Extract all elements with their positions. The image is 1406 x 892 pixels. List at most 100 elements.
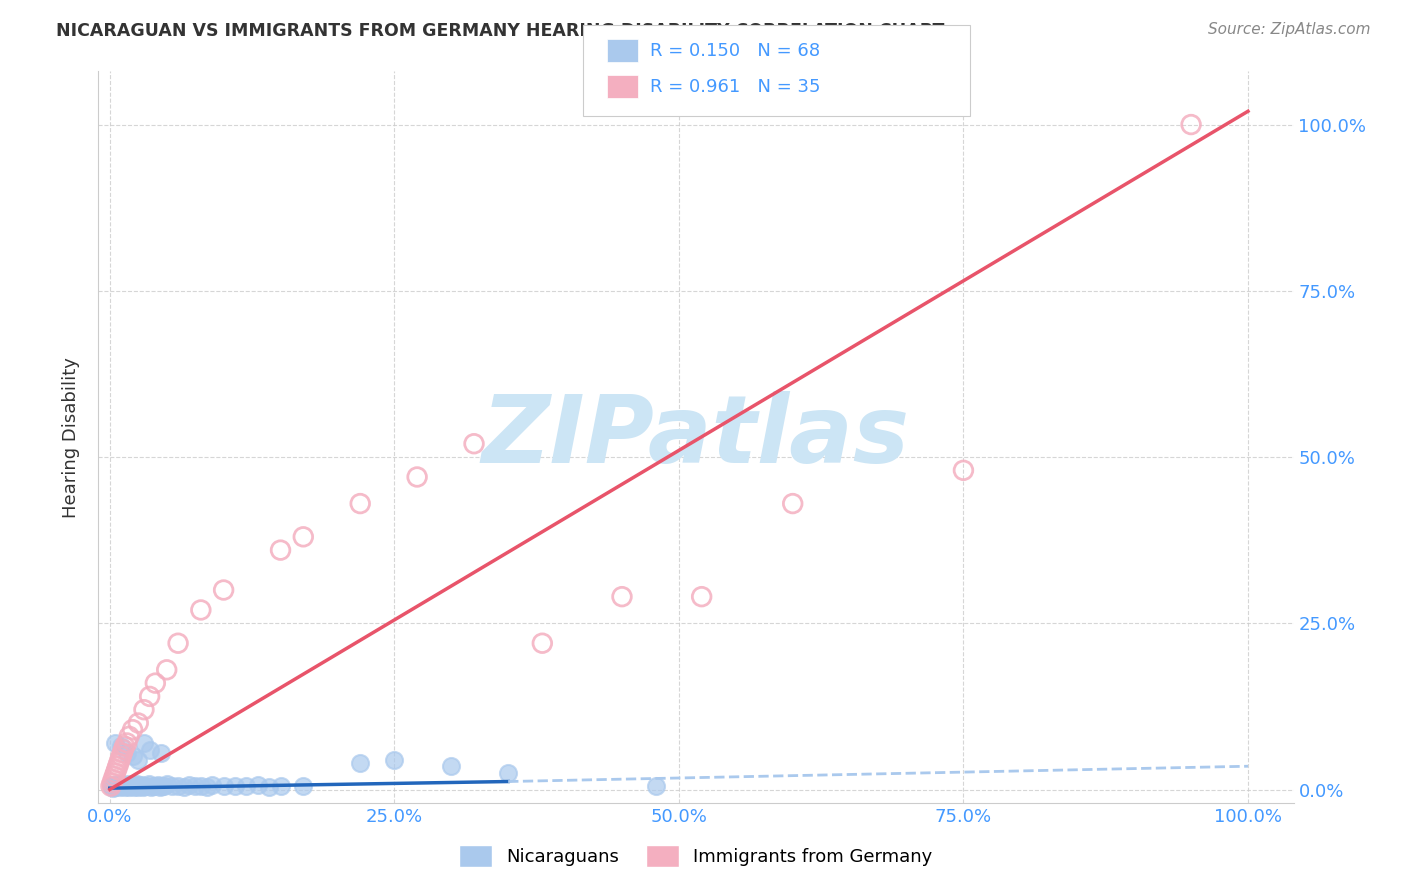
Point bbox=[114, 780, 136, 794]
Point bbox=[440, 759, 463, 773]
Point bbox=[127, 716, 149, 731]
Point bbox=[128, 779, 150, 793]
Point bbox=[143, 676, 166, 690]
Point bbox=[257, 780, 280, 794]
Point bbox=[143, 779, 166, 793]
Point bbox=[246, 778, 269, 792]
Point bbox=[463, 436, 485, 450]
Point bbox=[190, 779, 212, 793]
Point bbox=[100, 779, 122, 793]
Point bbox=[131, 778, 153, 792]
Point bbox=[349, 497, 371, 511]
Point bbox=[108, 756, 131, 770]
Point bbox=[124, 779, 146, 793]
Point bbox=[138, 742, 160, 756]
Point bbox=[610, 590, 633, 604]
Point bbox=[105, 779, 128, 793]
Point bbox=[114, 739, 136, 754]
Point bbox=[270, 543, 292, 558]
Point bbox=[121, 723, 143, 737]
Point bbox=[195, 780, 218, 794]
Point bbox=[121, 749, 143, 764]
Point bbox=[122, 780, 145, 794]
Text: Source: ZipAtlas.com: Source: ZipAtlas.com bbox=[1208, 22, 1371, 37]
Point bbox=[138, 690, 160, 704]
Point bbox=[103, 772, 125, 787]
Point bbox=[108, 753, 131, 767]
Point bbox=[104, 780, 127, 794]
Point bbox=[690, 590, 713, 604]
Point bbox=[125, 779, 148, 793]
Point bbox=[115, 779, 138, 793]
Point bbox=[111, 779, 134, 793]
Point bbox=[110, 749, 132, 764]
Text: ZIPatlas: ZIPatlas bbox=[482, 391, 910, 483]
Point bbox=[149, 780, 172, 794]
Point bbox=[132, 780, 155, 794]
Point bbox=[129, 779, 152, 793]
Point bbox=[110, 739, 132, 754]
Point bbox=[142, 779, 165, 793]
Point bbox=[103, 769, 125, 783]
Point bbox=[112, 778, 135, 792]
Point bbox=[100, 779, 122, 793]
Point bbox=[127, 777, 149, 791]
Text: R = 0.961   N = 35: R = 0.961 N = 35 bbox=[650, 78, 820, 95]
Point bbox=[212, 582, 235, 597]
Point bbox=[531, 636, 554, 650]
Point bbox=[118, 729, 141, 743]
Point bbox=[117, 777, 139, 791]
Point bbox=[150, 779, 173, 793]
Point bbox=[1180, 118, 1202, 132]
Point bbox=[201, 778, 224, 792]
Point bbox=[103, 778, 125, 792]
Point bbox=[167, 636, 190, 650]
Legend: Nicaraguans, Immigrants from Germany: Nicaraguans, Immigrants from Germany bbox=[453, 838, 939, 874]
Point bbox=[101, 779, 124, 793]
Point bbox=[103, 780, 125, 795]
Point bbox=[108, 780, 131, 794]
Point bbox=[107, 759, 129, 773]
Point bbox=[645, 779, 668, 793]
Point bbox=[101, 776, 124, 790]
Point bbox=[127, 780, 149, 794]
Y-axis label: Hearing Disability: Hearing Disability bbox=[62, 357, 80, 517]
Point bbox=[138, 777, 160, 791]
Point bbox=[349, 756, 371, 770]
Point bbox=[132, 703, 155, 717]
Point bbox=[120, 779, 142, 793]
Text: NICARAGUAN VS IMMIGRANTS FROM GERMANY HEARING DISABILITY CORRELATION CHART: NICARAGUAN VS IMMIGRANTS FROM GERMANY HE… bbox=[56, 22, 945, 40]
Point bbox=[132, 779, 155, 793]
Point bbox=[114, 779, 136, 793]
Point bbox=[406, 470, 429, 484]
Point bbox=[212, 779, 235, 793]
Point bbox=[111, 746, 134, 760]
Point bbox=[110, 779, 132, 793]
Point bbox=[235, 779, 257, 793]
Point bbox=[139, 780, 162, 794]
Point bbox=[150, 746, 173, 760]
Point bbox=[167, 779, 190, 793]
Point bbox=[153, 779, 176, 793]
Point bbox=[132, 736, 155, 750]
Point bbox=[121, 778, 143, 792]
Point bbox=[104, 765, 127, 780]
Point bbox=[146, 778, 169, 792]
Point bbox=[115, 736, 138, 750]
Point bbox=[115, 746, 138, 760]
Point bbox=[173, 780, 195, 794]
Point bbox=[108, 777, 131, 791]
Point bbox=[496, 765, 519, 780]
Point bbox=[135, 779, 157, 793]
Point bbox=[292, 530, 315, 544]
Point bbox=[118, 780, 141, 794]
Text: R = 0.150   N = 68: R = 0.150 N = 68 bbox=[650, 42, 820, 60]
Point bbox=[156, 777, 179, 791]
Point bbox=[162, 779, 184, 793]
Point bbox=[120, 779, 142, 793]
Point bbox=[179, 778, 201, 792]
Point bbox=[224, 779, 246, 793]
Point bbox=[782, 497, 804, 511]
Point bbox=[105, 763, 128, 777]
Point bbox=[156, 663, 179, 677]
